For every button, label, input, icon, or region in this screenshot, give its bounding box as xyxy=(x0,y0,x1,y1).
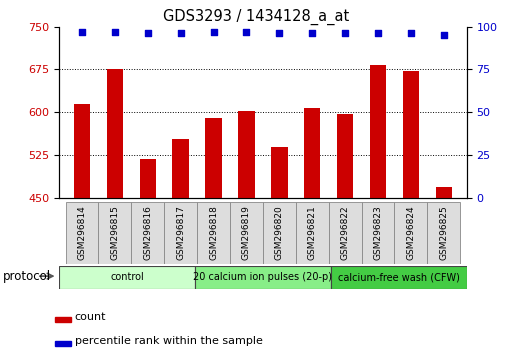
FancyBboxPatch shape xyxy=(230,202,263,264)
Point xyxy=(440,32,448,38)
Point xyxy=(209,29,218,35)
Bar xyxy=(55,317,71,322)
Point xyxy=(242,29,250,35)
Text: calcium-free wash (CFW): calcium-free wash (CFW) xyxy=(338,272,460,282)
Text: GSM296821: GSM296821 xyxy=(308,205,317,260)
Text: GSM296816: GSM296816 xyxy=(143,205,152,260)
Bar xyxy=(205,118,222,354)
Bar xyxy=(436,187,452,354)
Point xyxy=(341,30,349,36)
Bar xyxy=(55,341,71,346)
Text: GSM296814: GSM296814 xyxy=(77,205,87,260)
Text: percentile rank within the sample: percentile rank within the sample xyxy=(74,336,262,346)
Point xyxy=(374,30,382,36)
FancyBboxPatch shape xyxy=(263,202,296,264)
Bar xyxy=(337,114,353,354)
Point xyxy=(275,30,284,36)
Text: GDS3293 / 1434128_a_at: GDS3293 / 1434128_a_at xyxy=(163,9,350,25)
FancyBboxPatch shape xyxy=(394,202,427,264)
Bar xyxy=(107,69,123,354)
Point xyxy=(144,30,152,36)
Point xyxy=(78,29,86,35)
Text: GSM296824: GSM296824 xyxy=(406,205,416,260)
Bar xyxy=(74,104,90,354)
Bar xyxy=(238,111,254,354)
Text: GSM296822: GSM296822 xyxy=(341,205,350,260)
Text: count: count xyxy=(74,312,106,322)
Point xyxy=(308,30,317,36)
Bar xyxy=(304,108,321,354)
Bar xyxy=(140,159,156,354)
Text: 20 calcium ion pulses (20-p): 20 calcium ion pulses (20-p) xyxy=(193,272,332,282)
Text: GSM296815: GSM296815 xyxy=(110,205,120,260)
FancyBboxPatch shape xyxy=(59,266,195,289)
Text: GSM296817: GSM296817 xyxy=(176,205,185,260)
Point xyxy=(111,29,119,35)
FancyBboxPatch shape xyxy=(98,202,131,264)
Text: GSM296825: GSM296825 xyxy=(439,205,448,260)
Bar xyxy=(370,65,386,354)
Point xyxy=(407,30,415,36)
Point xyxy=(176,30,185,36)
Text: GSM296823: GSM296823 xyxy=(373,205,383,260)
Bar xyxy=(271,147,288,354)
Text: control: control xyxy=(110,272,144,282)
FancyBboxPatch shape xyxy=(362,202,394,264)
FancyBboxPatch shape xyxy=(164,202,197,264)
Bar xyxy=(403,71,419,354)
Text: GSM296818: GSM296818 xyxy=(209,205,218,260)
FancyBboxPatch shape xyxy=(427,202,460,264)
FancyBboxPatch shape xyxy=(66,202,98,264)
FancyBboxPatch shape xyxy=(329,202,362,264)
Text: GSM296820: GSM296820 xyxy=(275,205,284,260)
FancyBboxPatch shape xyxy=(131,202,164,264)
FancyBboxPatch shape xyxy=(197,202,230,264)
Text: protocol: protocol xyxy=(3,270,51,283)
Bar xyxy=(172,139,189,354)
FancyBboxPatch shape xyxy=(195,266,331,289)
FancyBboxPatch shape xyxy=(296,202,329,264)
Text: GSM296819: GSM296819 xyxy=(242,205,251,260)
FancyBboxPatch shape xyxy=(331,266,467,289)
